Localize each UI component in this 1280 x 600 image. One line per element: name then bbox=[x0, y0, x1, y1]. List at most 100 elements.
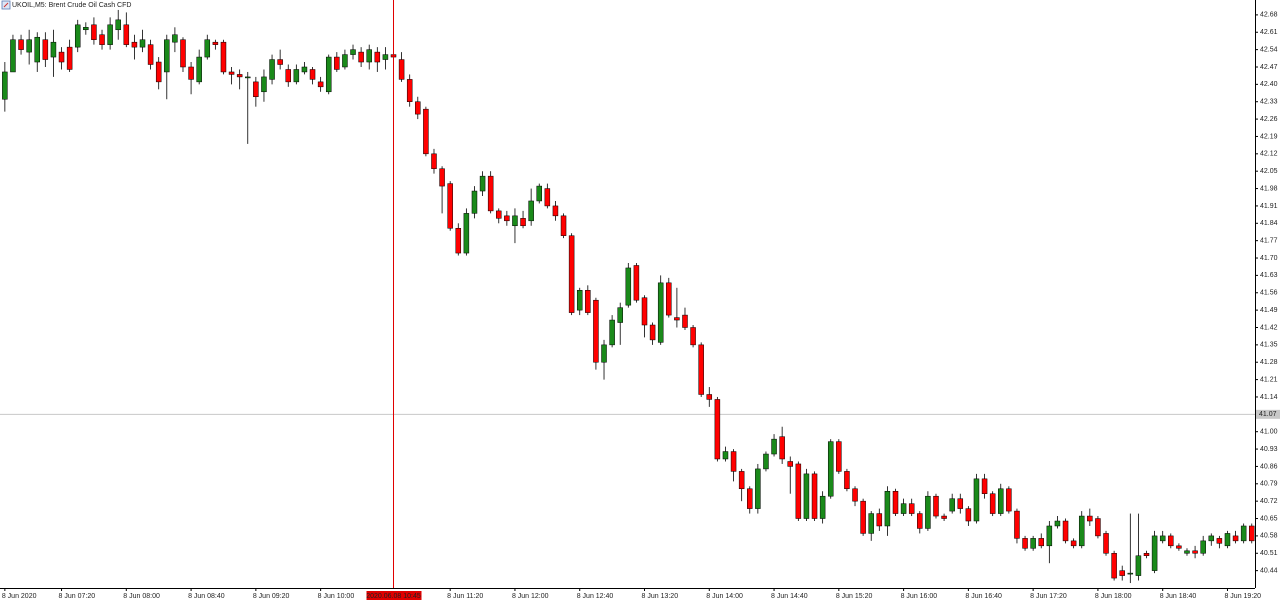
candle-body bbox=[714, 399, 721, 460]
candle-body bbox=[309, 69, 316, 80]
candle-body bbox=[471, 190, 478, 214]
candle-body bbox=[374, 51, 381, 63]
candle-body bbox=[528, 200, 534, 222]
candle-body bbox=[439, 168, 445, 187]
candle-body bbox=[1030, 538, 1036, 549]
candle-body bbox=[568, 235, 575, 313]
candle-body bbox=[196, 56, 202, 83]
candle-body bbox=[50, 41, 57, 58]
candle-body bbox=[989, 493, 996, 514]
candle-body bbox=[1078, 515, 1085, 547]
candle-body bbox=[1087, 515, 1093, 522]
candle-body bbox=[803, 473, 810, 519]
y-tick-label: 40.65 bbox=[1260, 515, 1278, 522]
candle-body bbox=[1168, 535, 1174, 547]
x-tick-label: 8 Jun 08:00 bbox=[123, 593, 160, 600]
candle-body bbox=[601, 344, 607, 363]
y-tick-label: 42.26 bbox=[1260, 116, 1278, 123]
candle-body bbox=[755, 468, 761, 509]
y-tick-label: 40.72 bbox=[1260, 498, 1278, 505]
x-tick-label: 8 Jun 16:00 bbox=[901, 593, 938, 600]
candle-body bbox=[868, 513, 874, 534]
candle-body bbox=[1192, 550, 1198, 554]
candle-body bbox=[949, 498, 955, 512]
candle-body bbox=[155, 61, 162, 83]
y-tick-label: 42.68 bbox=[1260, 12, 1278, 19]
candle-body bbox=[1232, 535, 1239, 542]
x-tick-label: 8 Jun 12:00 bbox=[512, 593, 549, 600]
candle-body bbox=[981, 478, 988, 494]
candle-body bbox=[123, 24, 130, 45]
candle-body bbox=[91, 24, 97, 40]
candle-body bbox=[763, 453, 769, 470]
candle-body bbox=[1111, 553, 1117, 579]
candle-body bbox=[164, 39, 170, 73]
candle-body bbox=[593, 299, 599, 363]
candle-body bbox=[26, 39, 32, 53]
candle-body bbox=[1046, 525, 1053, 547]
candle-body bbox=[682, 314, 688, 328]
candle-body bbox=[245, 76, 251, 79]
candle-body bbox=[34, 36, 40, 63]
y-tick-label: 41.00 bbox=[1260, 429, 1278, 436]
candle-body bbox=[1095, 518, 1101, 537]
candle-body bbox=[941, 515, 947, 519]
candle-body bbox=[269, 59, 275, 80]
candle-body bbox=[74, 24, 81, 48]
candle-body bbox=[212, 41, 219, 45]
candle-body bbox=[779, 436, 785, 460]
candle-body bbox=[188, 66, 194, 80]
y-tick-label: 41.70 bbox=[1260, 255, 1278, 262]
candle-body bbox=[83, 27, 89, 31]
y-tick-label: 42.05 bbox=[1260, 168, 1278, 175]
candle-body bbox=[738, 471, 745, 490]
candle-body bbox=[1216, 538, 1223, 544]
candle-body bbox=[431, 153, 437, 169]
candle-body bbox=[107, 24, 113, 45]
y-tick-label: 40.86 bbox=[1260, 463, 1278, 470]
candle-body bbox=[1022, 538, 1028, 549]
x-tick-label: 8 Jun 07:20 bbox=[59, 593, 96, 600]
candle-body bbox=[236, 74, 243, 78]
candle-body bbox=[2, 71, 8, 100]
candle-body bbox=[633, 265, 640, 301]
y-tick-label: 41.49 bbox=[1260, 307, 1278, 314]
candle-body bbox=[900, 503, 907, 514]
candle-body bbox=[512, 215, 518, 227]
candle-body bbox=[998, 488, 1004, 514]
y-tick-label: 40.44 bbox=[1260, 567, 1278, 574]
y-tick-label: 42.61 bbox=[1260, 29, 1278, 36]
x-tick-label: 8 Jun 18:40 bbox=[1160, 593, 1197, 600]
candle-body bbox=[10, 39, 16, 73]
candle-body bbox=[560, 215, 567, 236]
x-tick-label: 8 Jun 11:20 bbox=[447, 593, 483, 600]
candle-body bbox=[455, 228, 462, 254]
x-tick-label: 8 Jun 16:40 bbox=[965, 593, 1002, 600]
candle-body bbox=[625, 267, 632, 306]
candle-body bbox=[1208, 535, 1215, 542]
candle-body bbox=[795, 463, 802, 519]
chart-title: UKOIL,M5: Brent Crude Oil Cash CFD bbox=[12, 2, 131, 9]
crosshair-label: 2020.06.08 10:45 bbox=[366, 593, 421, 600]
candle-body bbox=[1159, 535, 1166, 542]
candle-body bbox=[261, 76, 267, 93]
candle-body bbox=[852, 488, 858, 502]
candle-body bbox=[925, 495, 931, 529]
icon-line bbox=[3, 2, 9, 8]
candle-body bbox=[819, 495, 826, 519]
x-tick-label: 8 Jun 13:20 bbox=[642, 593, 679, 600]
y-tick-label: 42.47 bbox=[1260, 64, 1278, 71]
candle-body bbox=[479, 175, 486, 192]
candle-body bbox=[350, 49, 356, 55]
candle-body bbox=[666, 282, 672, 316]
x-tick-label: 8 Jun 12:40 bbox=[577, 593, 614, 600]
candle-body bbox=[342, 54, 348, 68]
candle-body bbox=[285, 69, 291, 83]
crosshair-label-box bbox=[366, 591, 422, 600]
candle-body bbox=[965, 508, 972, 522]
y-tick-label: 40.58 bbox=[1260, 533, 1278, 540]
candle-body bbox=[487, 175, 494, 212]
candle-body bbox=[220, 41, 227, 73]
candle-body bbox=[301, 66, 308, 73]
candle-body bbox=[576, 290, 583, 311]
